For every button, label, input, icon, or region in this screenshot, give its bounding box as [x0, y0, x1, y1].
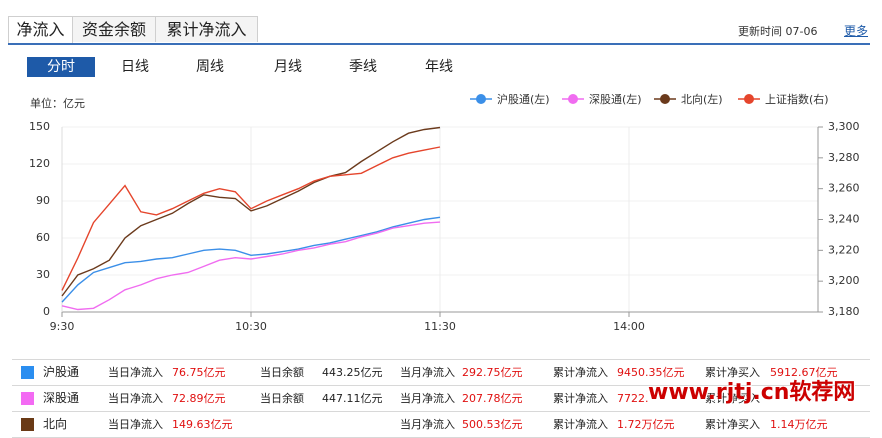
legend-item: 北向(左): [654, 92, 723, 106]
cell-label: 累计净流入: [553, 392, 608, 405]
cell-value: 207.78亿元: [462, 392, 523, 405]
series-line: [61, 126, 441, 297]
period-tab[interactable]: 月线: [274, 59, 302, 75]
x-tick-label: 11:30: [424, 320, 456, 333]
tab-underline: [8, 43, 870, 45]
y2-tick-label: 3,260: [828, 182, 860, 195]
x-tick-label: 14:00: [613, 320, 645, 333]
summary-table: 沪股通 当日净流入 76.75亿元 当日余额 443.25亿元 当月净流入 292.75亿元…: [12, 359, 870, 438]
update-time: 07-06: [785, 25, 818, 38]
cell-label: 累计净流入: [553, 366, 608, 379]
cell-value: 9450.35亿元: [617, 366, 685, 379]
y2-tick-label: 3,220: [828, 243, 860, 256]
y-tick-label: 120: [29, 157, 50, 170]
series-line: [61, 221, 441, 311]
legend-item: 沪股通(左): [470, 92, 550, 106]
legend-label: 深股通(左): [589, 93, 642, 106]
y-tick-label: 30: [36, 268, 50, 281]
x-tick-label: 10:30: [235, 320, 267, 333]
period-tab[interactable]: 分时: [27, 57, 95, 77]
cell-value: 7722.: [617, 392, 649, 405]
cell-value: 5912.67亿元: [770, 366, 838, 379]
y-axis-label: 单位：亿元: [30, 96, 85, 110]
y-tick-label: 0: [43, 305, 50, 318]
legend-item: 深股通(左): [562, 93, 642, 106]
cell-label: 当日净流入: [108, 366, 163, 379]
y-tick-label: 150: [29, 120, 50, 133]
cell-label: 累计净买入: [705, 418, 760, 431]
cell-label: 当日余额: [260, 366, 304, 379]
cell-label: 累计净买入: [705, 392, 760, 405]
more-link[interactable]: 更多: [844, 24, 869, 38]
cell-label: 累计净流入: [553, 418, 608, 431]
legend-marker: [476, 94, 486, 104]
legend-label: 上证指数(右): [765, 92, 829, 106]
cell-value: 292.75亿元: [462, 366, 523, 379]
update-label: 更新时间: [738, 25, 782, 38]
cell-label: 当日余额: [260, 392, 304, 405]
cell-value: 72.89亿元: [172, 392, 226, 405]
cell-value: 500.53亿元: [462, 418, 523, 431]
tab[interactable]: 净流入: [8, 16, 73, 44]
x-tick-label: 9:30: [50, 320, 75, 333]
cell-label: 累计净买入: [705, 366, 760, 379]
period-tab[interactable]: 周线: [196, 59, 224, 75]
table-row: 北向 当日净流入 149.63亿元 当月净流入 500.53亿元 累计净流入 1.72万亿元…: [12, 412, 870, 438]
period-tab[interactable]: 季线: [349, 59, 377, 75]
legend-label: 北向(左): [681, 92, 723, 106]
row-name: 沪股通: [43, 365, 80, 379]
update-info: 更新时间 07-06: [738, 23, 817, 39]
cell-label: 当月净流入: [400, 366, 455, 379]
legend-marker: [660, 94, 670, 104]
y2-tick-label: 3,300: [828, 120, 860, 133]
y-tick-label: 60: [36, 231, 50, 244]
cell-label: 当月净流入: [400, 392, 455, 405]
cell-value: 76.75亿元: [172, 366, 226, 379]
cell-label: 当日净流入: [108, 418, 163, 431]
cell-label: 当日净流入: [108, 392, 163, 405]
cell-value: 1.72万亿元: [617, 418, 675, 431]
legend-item: 上证指数(右): [738, 92, 829, 106]
cell-value: 447.11亿元: [322, 392, 383, 405]
row-color: [21, 392, 34, 405]
row-name: 深股通: [43, 391, 80, 405]
cell-label: 当月净流入: [400, 418, 455, 431]
row-color: [21, 366, 34, 379]
cell-value: 149.63亿元: [172, 418, 233, 431]
period-tab[interactable]: 日线: [121, 59, 149, 75]
legend-marker: [568, 94, 578, 104]
y-tick-label: 90: [36, 194, 50, 207]
watermark: www.rjtj.cn软荐网: [648, 380, 856, 405]
y2-tick-label: 3,180: [828, 305, 860, 318]
row-color: [21, 418, 34, 431]
legend-marker: [744, 94, 754, 104]
cell-value: 443.25亿元: [322, 366, 383, 379]
chart: 单位：亿元 0 30 60 90 120 150 3,180 3,200 3,220 3,240 3…: [29, 92, 860, 333]
y2-tick-label: 3,200: [828, 274, 860, 287]
cell-value: 1.14万亿元: [770, 418, 828, 431]
period-tab[interactable]: 年线: [425, 59, 453, 75]
y2-tick-label: 3,240: [828, 213, 860, 226]
table-row: 沪股通 当日净流入 76.75亿元 当日余额 443.25亿元 当月净流入 292.75亿元…: [12, 360, 870, 386]
series-line: [61, 146, 441, 291]
legend-label: 沪股通(左): [497, 92, 550, 106]
row-name: 北向: [43, 417, 68, 431]
series-line: [61, 216, 441, 303]
tab[interactable]: 资金余额: [72, 16, 156, 42]
tab[interactable]: 累计净流入: [155, 16, 258, 42]
table-row: 深股通 当日净流入 72.89亿元 当日余额 447.11亿元 当月净流入 207.78亿元…: [12, 386, 870, 412]
y2-tick-label: 3,280: [828, 151, 860, 164]
